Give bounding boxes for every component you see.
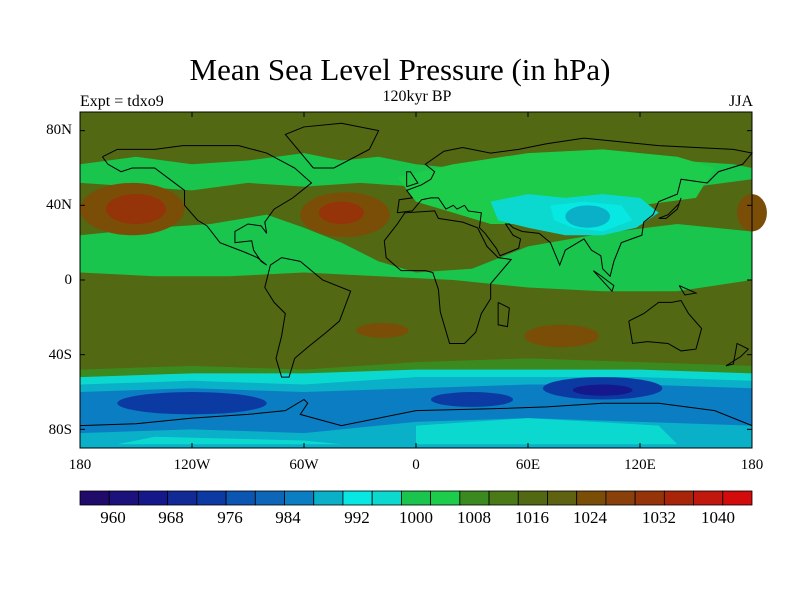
lon-tick-180w: 180 [68, 457, 92, 473]
colorbar-swatch [225, 490, 256, 506]
colorbar-swatch [196, 490, 227, 506]
colorbar-label: 968 [158, 508, 184, 527]
coastline [406, 171, 419, 188]
coastline [102, 145, 313, 266]
colorbar-swatch [284, 490, 315, 506]
colorbar-swatch [371, 490, 402, 506]
coastline [383, 210, 513, 344]
east-antarctic-field [416, 418, 678, 445]
colorbar-swatch [313, 490, 344, 506]
colorbar-swatch [108, 490, 139, 506]
period-label: 120kyr BP [382, 88, 452, 105]
colorbar-swatch [547, 490, 578, 506]
lon-tick-120e: 120E [624, 457, 656, 473]
lon-tick-60w: 60W [289, 457, 319, 473]
amundsen-low [117, 392, 267, 415]
coastlines [79, 122, 753, 427]
colorbar-swatch [167, 490, 198, 506]
colorbar-swatch [254, 490, 285, 506]
colorbar-label: 984 [275, 508, 301, 527]
pressure-field [80, 112, 767, 448]
experiment-label: Expt = tdxo9 [80, 93, 164, 110]
asian-low-center [565, 205, 611, 228]
lon-tick-0: 0 [412, 457, 420, 473]
weddell-low [430, 392, 514, 407]
colorbar-label: 1008 [457, 508, 491, 527]
colorbar-swatch [693, 490, 724, 506]
coastline [497, 301, 510, 328]
colorbar-label: 976 [217, 508, 243, 527]
coastline [628, 299, 703, 352]
indian-southern-low-core [572, 384, 633, 396]
colorbar-swatch [342, 490, 373, 506]
lat-tick-40s: 40S [48, 347, 72, 363]
colorbar-label: 1016 [515, 508, 549, 527]
colorbar-swatch [138, 490, 169, 506]
colorbar-swatch [663, 490, 694, 506]
lat-tick-0: 0 [64, 272, 73, 288]
lat-tick-80s: 80S [48, 422, 72, 438]
colorbar-swatch [459, 490, 490, 506]
colorbar-swatch [79, 490, 110, 506]
colorbar-label: 1000 [399, 508, 433, 527]
season-label: JJA [728, 93, 753, 110]
lat-tick-40n: 40N [46, 197, 72, 213]
coastline [592, 270, 615, 293]
coastline [725, 342, 750, 367]
colorbar-label: 992 [344, 508, 370, 527]
coastline [678, 285, 698, 296]
colorbar [79, 490, 753, 506]
colorbar-label: 960 [100, 508, 126, 527]
coastline [79, 398, 753, 427]
west-antarctic-field [117, 436, 342, 445]
colorbar-label: 1024 [573, 508, 607, 527]
colorbar-swatch [576, 490, 607, 506]
azores-high-core [318, 201, 364, 224]
colorbar-swatch [722, 490, 753, 506]
lon-tick-180e: 180 [740, 457, 764, 473]
coastline [284, 122, 380, 169]
coastline [396, 137, 753, 278]
colorbar-swatch [517, 490, 548, 506]
tropical-low-belt [80, 214, 752, 292]
colorbar-swatch [605, 490, 636, 506]
south-atlantic-high [356, 322, 409, 338]
colorbar-label: 1040 [701, 508, 735, 527]
page-title: Mean Sea Level Pressure (in hPa) [189, 52, 611, 87]
colorbar-swatch [400, 490, 432, 506]
colorbar-swatch [488, 490, 519, 506]
pacific-high-core [106, 194, 166, 224]
lon-tick-60e: 60E [515, 457, 541, 473]
colorbar-swatch [634, 490, 665, 506]
coastline [658, 197, 682, 219]
axis-ticks [79, 112, 753, 448]
lon-tick-120w: 120W [173, 457, 211, 473]
indian-ocean-high [524, 324, 599, 348]
coastline [264, 257, 352, 378]
colorbar-swatch [430, 490, 461, 506]
lat-tick-80n: 80N [46, 122, 72, 138]
colorbar-label: 1032 [642, 508, 676, 527]
